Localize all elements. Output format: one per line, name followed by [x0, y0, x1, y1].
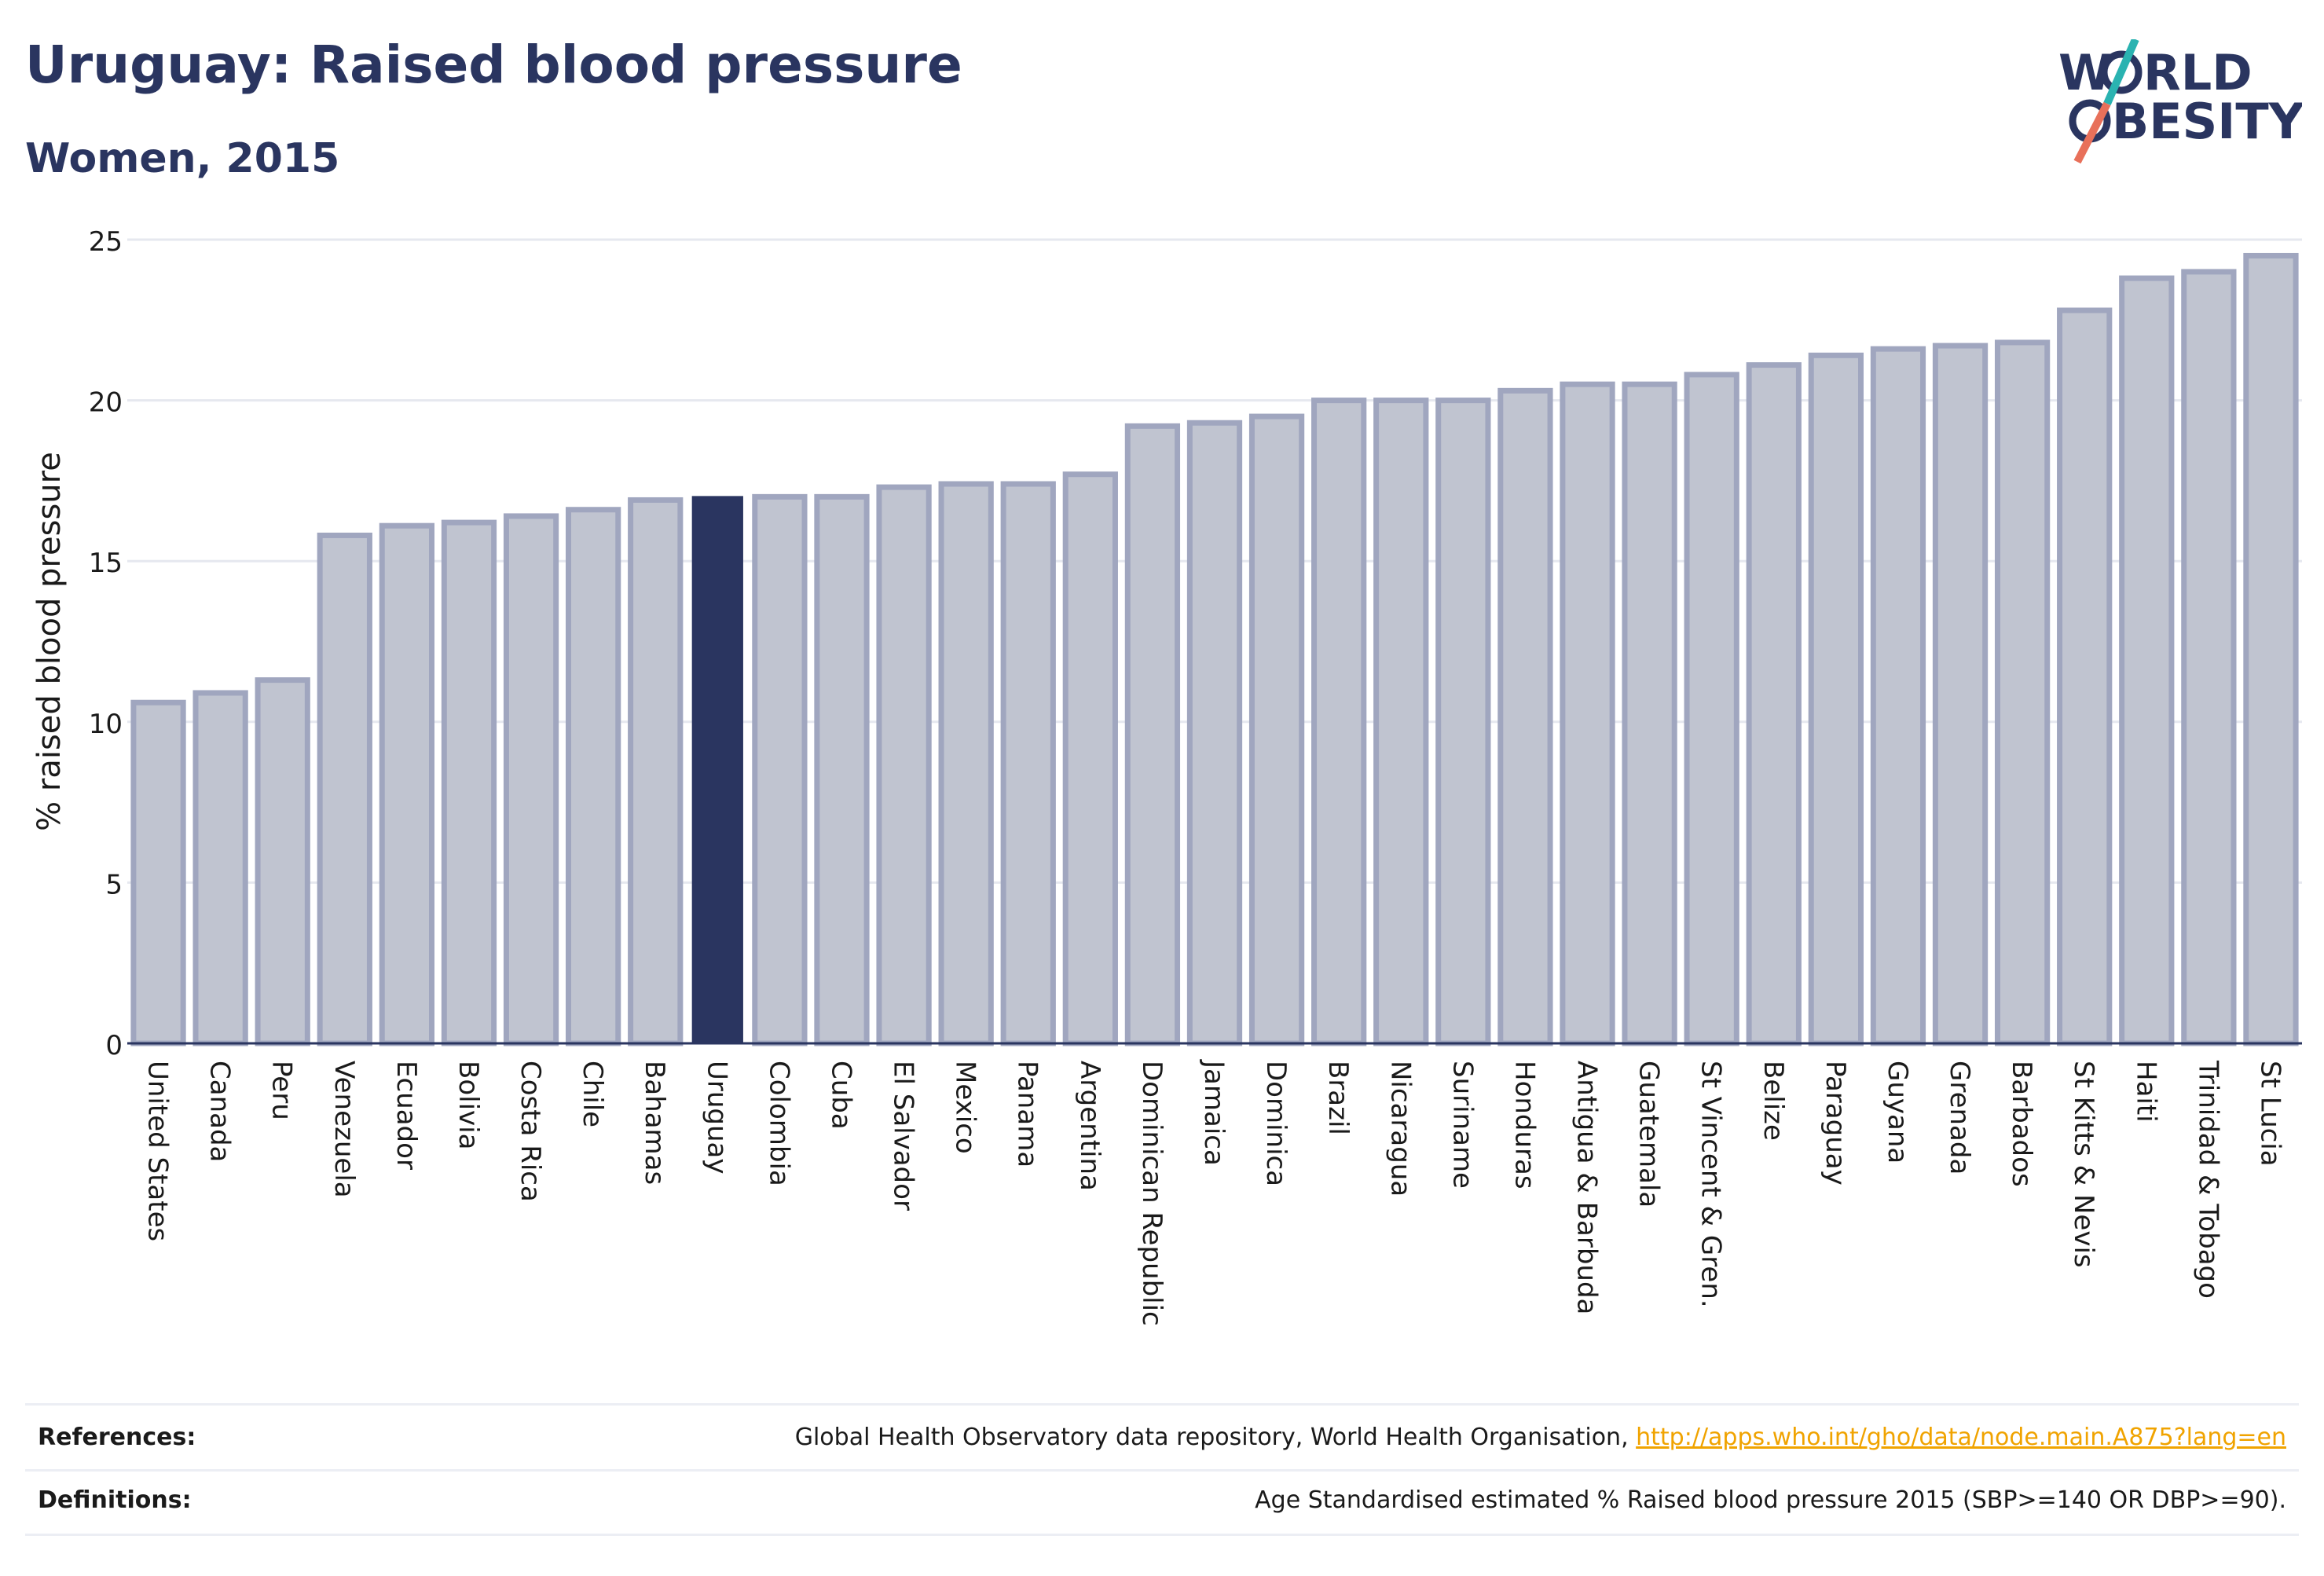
- x-tick-label: St Kitts & Nevis: [2068, 1061, 2099, 1268]
- bar: [1373, 398, 1429, 1046]
- x-tick-label: Canada: [204, 1061, 236, 1162]
- y-tick-label: 15: [89, 548, 123, 579]
- logo-o-glyph: [2100, 50, 2143, 94]
- x-tick-label: St Vincent & Gren.: [1695, 1061, 1727, 1308]
- footer-divider-top: [25, 1403, 2299, 1406]
- references-link[interactable]: http://apps.who.int/gho/data/node.main.A…: [1636, 1424, 2286, 1451]
- x-tick-label: Paraguay: [1820, 1061, 1851, 1186]
- bar: [1622, 381, 1677, 1046]
- x-tick-label: Barbados: [2006, 1061, 2037, 1187]
- bar: [1435, 398, 1491, 1046]
- footer-divider-mid: [25, 1469, 2299, 1472]
- x-tick-label: Jamaica: [1198, 1059, 1230, 1166]
- definitions-row: Definitions: Age Standardised estimated …: [25, 1486, 2299, 1526]
- x-tick-label: El Salvador: [888, 1061, 919, 1211]
- y-tick-label: 20: [89, 387, 123, 419]
- bar: [1248, 413, 1305, 1046]
- x-tick-label: Colombia: [763, 1061, 794, 1186]
- bar: [566, 507, 621, 1046]
- x-tick-label: Cuba: [825, 1061, 856, 1130]
- bar: [441, 519, 497, 1046]
- bar: [1000, 481, 1056, 1046]
- bar: [752, 493, 808, 1046]
- x-tick-label: United States: [142, 1061, 174, 1241]
- x-tick-label: Honduras: [1508, 1061, 1540, 1189]
- bar: [1124, 423, 1181, 1046]
- x-tick-label: Panama: [1012, 1061, 1043, 1167]
- x-tick-label: Mexico: [950, 1061, 981, 1154]
- logo-line2-rest: BESITY: [2112, 93, 2302, 150]
- y-tick-label: 0: [105, 1030, 123, 1061]
- bar: [691, 496, 743, 1044]
- x-tick-label: Guatemala: [1633, 1061, 1665, 1208]
- x-tick-label: Venezuela: [328, 1061, 360, 1198]
- x-tick-label: Costa Rica: [515, 1061, 546, 1202]
- logo-slash-teal: [2103, 39, 2139, 106]
- bar: [2119, 275, 2175, 1046]
- bar-chart: 0 5 10 15 20 25 % raised blood pressure United …: [31, 226, 2302, 1326]
- bar: [1311, 398, 1367, 1046]
- bar: [1497, 387, 1553, 1046]
- bar: [255, 677, 310, 1046]
- bar: [2181, 269, 2237, 1046]
- bar: [1932, 343, 1989, 1046]
- bar: [876, 484, 932, 1046]
- x-tick-label: Argentina: [1074, 1061, 1105, 1191]
- bar: [628, 497, 684, 1046]
- footer-divider-bottom: [25, 1534, 2299, 1536]
- x-tick-label: Nicaragua: [1384, 1061, 1416, 1197]
- x-tick-label: Peru: [266, 1061, 298, 1120]
- bar: [130, 699, 186, 1046]
- bar: [1062, 471, 1118, 1046]
- x-tick-label: St Lucia: [2254, 1061, 2286, 1167]
- x-tick-label: Trinidad & Tobago: [2192, 1060, 2223, 1299]
- y-tick-label: 5: [105, 869, 123, 900]
- bar: [938, 481, 994, 1046]
- y-tick-label: 10: [89, 709, 123, 740]
- x-tick-label: Bahamas: [639, 1061, 670, 1185]
- x-tick-label: Grenada: [1944, 1061, 1975, 1175]
- bar: [2243, 252, 2299, 1046]
- bar: [1684, 372, 1739, 1046]
- x-tick-label: Antigua & Barbuda: [1571, 1061, 1603, 1314]
- x-tick-label: Bolivia: [453, 1061, 484, 1149]
- bar: [1186, 420, 1243, 1046]
- y-axis-label: % raised blood pressure: [31, 452, 68, 831]
- references-value: Global Health Observatory data repositor…: [795, 1424, 2286, 1451]
- x-tick-label: Belize: [1758, 1061, 1789, 1141]
- bar: [192, 690, 248, 1046]
- bar: [1994, 339, 2051, 1046]
- y-tick-label: 25: [89, 226, 123, 258]
- x-tick-label: Brazil: [1322, 1061, 1354, 1135]
- definitions-value: Age Standardised estimated % Raised bloo…: [1255, 1486, 2286, 1514]
- bar: [1746, 362, 1802, 1046]
- bar: [2057, 307, 2113, 1046]
- bar: [814, 493, 870, 1046]
- x-tick-label: Chile: [577, 1061, 608, 1127]
- logo-slash-coral: [2073, 101, 2111, 164]
- x-tick-label: Suriname: [1446, 1061, 1478, 1189]
- bar: [379, 522, 435, 1046]
- logo-line1-rest: RLD: [2143, 44, 2253, 101]
- x-tick-label: Haiti: [2130, 1061, 2161, 1123]
- chart-title: Uruguay: Raised blood pressure: [25, 35, 962, 95]
- references-label: References:: [38, 1424, 196, 1451]
- x-tick-label: Ecuador: [390, 1061, 422, 1170]
- x-tick-label: Dominica: [1260, 1061, 1292, 1186]
- bar: [1560, 381, 1615, 1046]
- world-obesity-logo: W RLD BESITY: [2058, 39, 2302, 164]
- bar: [317, 532, 372, 1046]
- x-tick-label: Guyana: [1882, 1061, 1913, 1164]
- bar: [1808, 352, 1864, 1046]
- x-tick-label: Uruguay: [701, 1061, 732, 1175]
- definitions-label: Definitions:: [38, 1486, 192, 1514]
- bar: [503, 513, 559, 1046]
- bar: [1870, 346, 1926, 1046]
- references-row: References: Global Health Observatory da…: [25, 1424, 2299, 1463]
- references-text: Global Health Observatory data repositor…: [794, 1424, 1637, 1451]
- chart-subtitle: Women, 2015: [25, 135, 340, 182]
- x-tick-label: Dominican Republic: [1136, 1061, 1167, 1326]
